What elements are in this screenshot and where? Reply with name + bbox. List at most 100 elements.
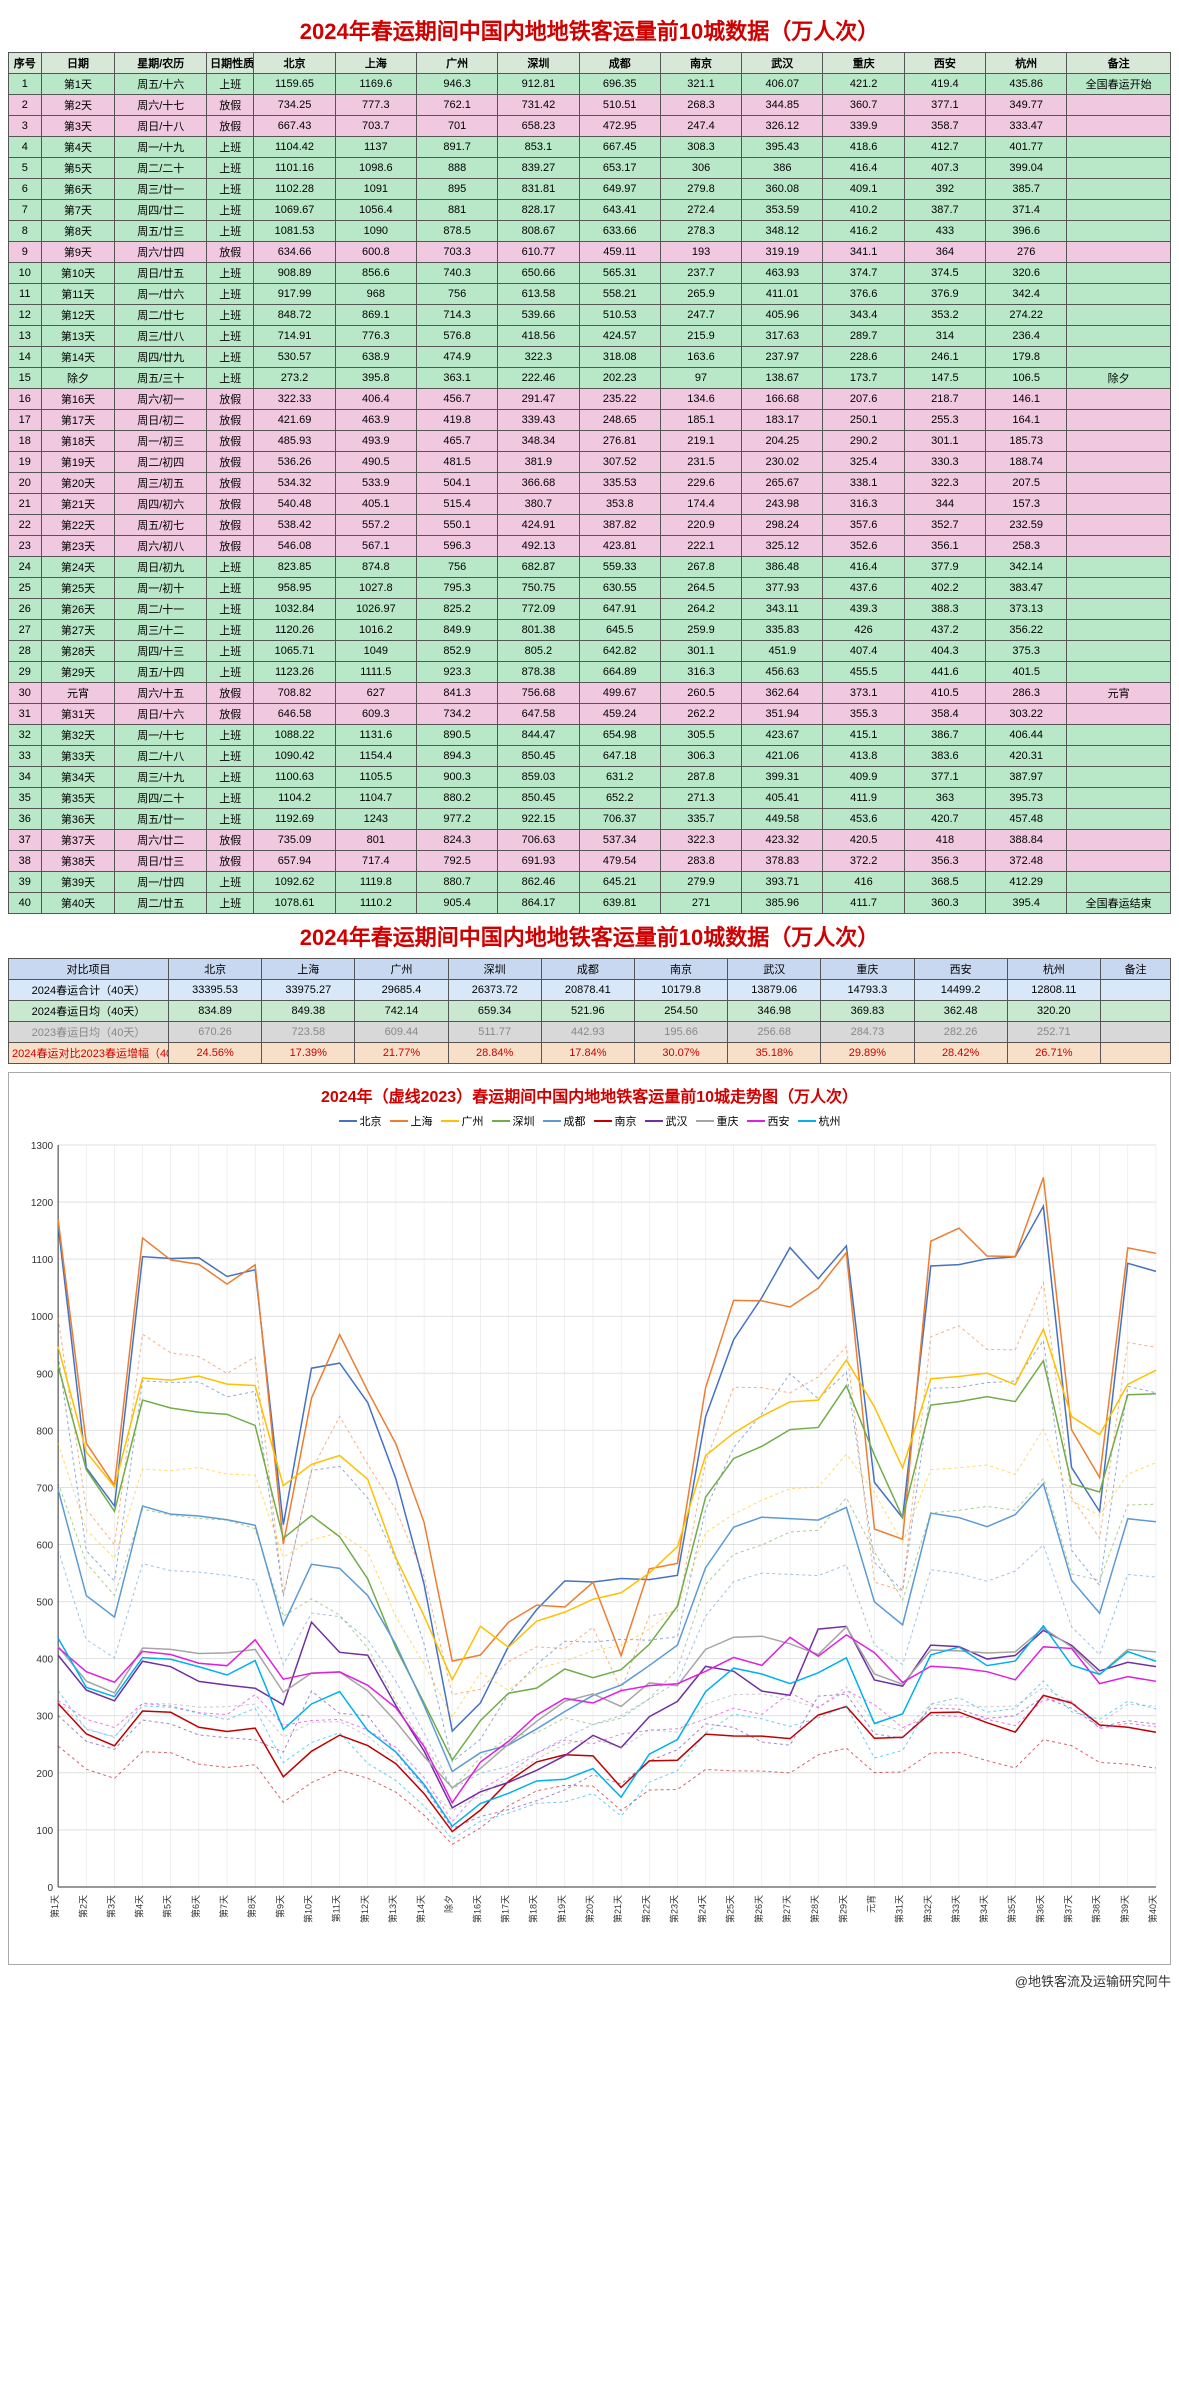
hdr-note: 备注 — [1067, 53, 1171, 74]
svg-text:第21天: 第21天 — [612, 1895, 623, 1923]
svg-text:700: 700 — [36, 1483, 53, 1494]
table-row: 26第26天周二/十一上班1032.841026.97825.2772.0964… — [9, 599, 1171, 620]
main-table: 序号日期星期/农历日期性质北京上海广州深圳成都南京武汉重庆西安杭州备注 1第1天… — [8, 52, 1171, 914]
table-row: 8第8天周五/廿三上班1081.531090878.5808.67633.662… — [9, 221, 1171, 242]
header-row: 序号日期星期/农历日期性质北京上海广州深圳成都南京武汉重庆西安杭州备注 — [9, 53, 1171, 74]
svg-text:第18天: 第18天 — [528, 1895, 539, 1923]
svg-text:800: 800 — [36, 1426, 53, 1437]
svg-text:第16天: 第16天 — [471, 1895, 482, 1923]
svg-text:第33天: 第33天 — [950, 1895, 961, 1923]
svg-text:1100: 1100 — [32, 1255, 54, 1266]
table-row: 3第3天周日/十八放假667.43703.7701658.23472.95247… — [9, 116, 1171, 137]
table-row: 10第10天周日/廿五上班908.89856.6740.3650.66565.3… — [9, 263, 1171, 284]
hdr-city: 广州 — [416, 53, 497, 74]
svg-text:1300: 1300 — [31, 1141, 54, 1152]
sum-header: 对比项目北京上海广州深圳成都南京武汉重庆西安杭州备注 — [9, 959, 1171, 980]
table-row: 18第18天周一/初三放假485.93493.9465.7348.34276.8… — [9, 431, 1171, 452]
table-row: 40第40天周二/廿五上班1078.611110.2905.4864.17639… — [9, 893, 1171, 914]
table-row: 9第9天周六/廿四放假634.66600.8703.3610.77459.111… — [9, 242, 1171, 263]
svg-text:第29天: 第29天 — [837, 1895, 848, 1923]
hdr-city: 杭州 — [986, 53, 1067, 74]
hdr-city: 上海 — [335, 53, 416, 74]
sum-row: 2024春运对比2023春运增幅（40天）24.56%17.39%21.77%2… — [9, 1043, 1171, 1064]
svg-text:第31天: 第31天 — [894, 1895, 905, 1923]
svg-text:第5天: 第5天 — [162, 1895, 173, 1918]
svg-text:第19天: 第19天 — [556, 1895, 567, 1923]
hdr-city: 北京 — [254, 53, 335, 74]
chart-legend: 北京上海广州深圳成都南京武汉重庆西安杭州 — [13, 1113, 1166, 1129]
svg-text:第34天: 第34天 — [978, 1895, 989, 1923]
svg-text:第7天: 第7天 — [218, 1895, 229, 1918]
legend-item: 杭州 — [798, 1113, 841, 1129]
legend-item: 上海 — [390, 1113, 433, 1129]
svg-text:第3天: 第3天 — [105, 1895, 116, 1918]
svg-text:第27天: 第27天 — [781, 1895, 792, 1923]
hdr-city: 西安 — [904, 53, 985, 74]
table-row: 37第37天周六/廿二放假735.09801824.3706.63537.343… — [9, 830, 1171, 851]
table-row: 7第7天周四/廿二上班1069.671056.4881828.17643.412… — [9, 200, 1171, 221]
hdr-city: 成都 — [579, 53, 660, 74]
table-row: 4第4天周一/十九上班1104.421137891.7853.1667.4530… — [9, 137, 1171, 158]
sum-row: 2024春运日均（40天）834.89849.38742.14659.34521… — [9, 1001, 1171, 1022]
hdr-lunar: 星期/农历 — [115, 53, 207, 74]
svg-text:600: 600 — [36, 1541, 53, 1552]
legend-item: 深圳 — [492, 1113, 535, 1129]
svg-text:第32天: 第32天 — [922, 1895, 933, 1923]
svg-text:第8天: 第8天 — [246, 1895, 257, 1918]
svg-text:第10天: 第10天 — [302, 1895, 313, 1923]
svg-text:1200: 1200 — [31, 1198, 54, 1209]
svg-text:第22天: 第22天 — [640, 1895, 651, 1923]
svg-text:第25天: 第25天 — [725, 1895, 736, 1923]
svg-text:第40天: 第40天 — [1147, 1895, 1158, 1923]
hdr-city: 深圳 — [498, 53, 579, 74]
title-2: 2024年春运期间中国内地地铁客运量前10城数据（万人次） — [8, 920, 1171, 952]
line-chart: 0100200300400500600700800900100011001200… — [13, 1135, 1166, 1957]
svg-text:0: 0 — [48, 1883, 54, 1894]
table-row: 12第12天周二/廿七上班848.72869.1714.3539.66510.5… — [9, 305, 1171, 326]
credit: @地铁客流及运输研究阿牛 — [8, 1971, 1171, 1990]
svg-text:第39天: 第39天 — [1119, 1895, 1130, 1923]
table-row: 39第39天周一/廿四上班1092.621119.8880.7862.46645… — [9, 872, 1171, 893]
table-row: 24第24天周日/初九上班823.85874.8756682.87559.332… — [9, 557, 1171, 578]
table-row: 11第11天周一/廿六上班917.99968756613.58558.21265… — [9, 284, 1171, 305]
hdr-type: 日期性质 — [207, 53, 254, 74]
table-row: 14第14天周四/廿九上班530.57638.9474.9322.3318.08… — [9, 347, 1171, 368]
sum-row: 2023春运日均（40天）670.26723.58609.44511.77442… — [9, 1022, 1171, 1043]
legend-item: 西安 — [747, 1113, 790, 1129]
table-row: 19第19天周二/初四放假536.26490.5481.5381.9307.52… — [9, 452, 1171, 473]
svg-text:第13天: 第13天 — [387, 1895, 398, 1923]
svg-text:第9天: 第9天 — [274, 1895, 285, 1918]
svg-text:200: 200 — [36, 1769, 53, 1780]
svg-text:第14天: 第14天 — [415, 1895, 426, 1923]
table-row: 21第21天周四/初六放假540.48405.1515.4380.7353.81… — [9, 494, 1171, 515]
table-row: 20第20天周三/初五放假534.32533.9504.1366.68335.5… — [9, 473, 1171, 494]
svg-text:第11天: 第11天 — [331, 1895, 342, 1922]
svg-text:第26天: 第26天 — [753, 1895, 764, 1923]
svg-text:第12天: 第12天 — [359, 1895, 370, 1923]
table-row: 2第2天周六/十七放假734.25777.3762.1731.42510.512… — [9, 95, 1171, 116]
svg-text:第35天: 第35天 — [1006, 1895, 1017, 1923]
hdr-day: 日期 — [41, 53, 115, 74]
table-row: 28第28天周四/十三上班1065.711049852.9805.2642.82… — [9, 641, 1171, 662]
svg-text:第2天: 第2天 — [77, 1895, 88, 1918]
svg-text:第38天: 第38天 — [1091, 1895, 1102, 1923]
legend-item: 北京 — [339, 1113, 382, 1129]
table-row: 36第36天周五/廿一上班1192.691243977.2922.15706.3… — [9, 809, 1171, 830]
table-row: 35第35天周四/二十上班1104.21104.7880.2850.45652.… — [9, 788, 1171, 809]
table-row: 6第6天周三/廿一上班1102.281091895831.81649.97279… — [9, 179, 1171, 200]
table-row: 23第23天周六/初八放假546.08567.1596.3492.13423.8… — [9, 536, 1171, 557]
chart-title: 2024年（虚线2023）春运期间中国内地地铁客运量前10城走势图（万人次） — [13, 1083, 1166, 1107]
sum-row: 2024春运合计（40天）33395.5333975.2729685.42637… — [9, 980, 1171, 1001]
svg-text:第36天: 第36天 — [1034, 1895, 1045, 1923]
table-row: 13第13天周三/廿八上班714.91776.3576.8418.56424.5… — [9, 326, 1171, 347]
svg-text:500: 500 — [36, 1598, 53, 1609]
table-row: 30元宵周六/十五放假708.82627841.3756.68499.67260… — [9, 683, 1171, 704]
legend-item: 武汉 — [645, 1113, 688, 1129]
table-row: 31第31天周日/十六放假646.58609.3734.2647.58459.2… — [9, 704, 1171, 725]
hdr-seq: 序号 — [9, 53, 42, 74]
legend-item: 南京 — [594, 1113, 637, 1129]
svg-text:除夕: 除夕 — [443, 1895, 454, 1913]
table-row: 27第27天周三/十二上班1120.261016.2849.9801.38645… — [9, 620, 1171, 641]
table-row: 15除夕周五/三十上班273.2395.8363.1222.46202.2397… — [9, 368, 1171, 389]
svg-text:第37天: 第37天 — [1063, 1895, 1074, 1923]
